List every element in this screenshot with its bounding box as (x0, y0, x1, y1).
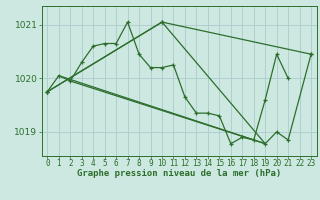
X-axis label: Graphe pression niveau de la mer (hPa): Graphe pression niveau de la mer (hPa) (77, 169, 281, 178)
